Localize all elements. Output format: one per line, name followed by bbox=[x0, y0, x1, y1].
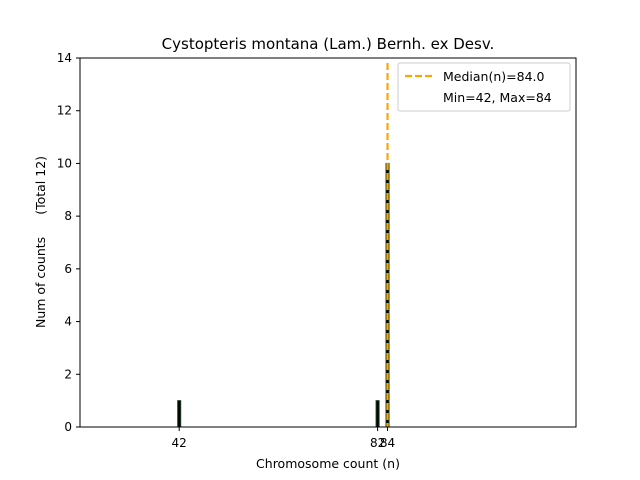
x-axis-label: Chromosome count (n) bbox=[256, 456, 400, 471]
y-tick-label-14: 14 bbox=[57, 51, 72, 65]
y-tick-label-6: 6 bbox=[64, 262, 72, 276]
x-tick-label-82: 82 bbox=[370, 436, 385, 450]
y-tick-label-4: 4 bbox=[64, 315, 72, 329]
y-tick-label-0: 0 bbox=[64, 420, 72, 434]
legend-minmax-label: Min=42, Max=84 bbox=[443, 90, 552, 105]
y-tick-label-10: 10 bbox=[57, 156, 72, 170]
x-tick-label-84: 84 bbox=[380, 436, 395, 450]
y-tick-label-2: 2 bbox=[64, 367, 72, 381]
bar-82 bbox=[375, 400, 380, 428]
y-tick-label-8: 8 bbox=[64, 209, 72, 223]
axes-frame bbox=[79, 57, 577, 428]
y-axis-label-total: (Total 12) bbox=[33, 156, 48, 215]
legend-median-label: Median(n)=84.0 bbox=[443, 69, 544, 84]
chart-title: Cystopteris montana (Lam.) Bernh. ex Des… bbox=[162, 35, 495, 53]
bar-42 bbox=[177, 400, 182, 428]
y-tick-label-12: 12 bbox=[57, 104, 72, 118]
y-axis-label-main: Num of counts bbox=[33, 237, 48, 328]
legend-box bbox=[397, 62, 571, 112]
x-tick-label-42: 42 bbox=[172, 436, 187, 450]
legend: Median(n)=84.0 Min=42, Max=84 bbox=[397, 62, 571, 112]
y-axis-label: Num of counts (Total 12) bbox=[33, 156, 48, 328]
